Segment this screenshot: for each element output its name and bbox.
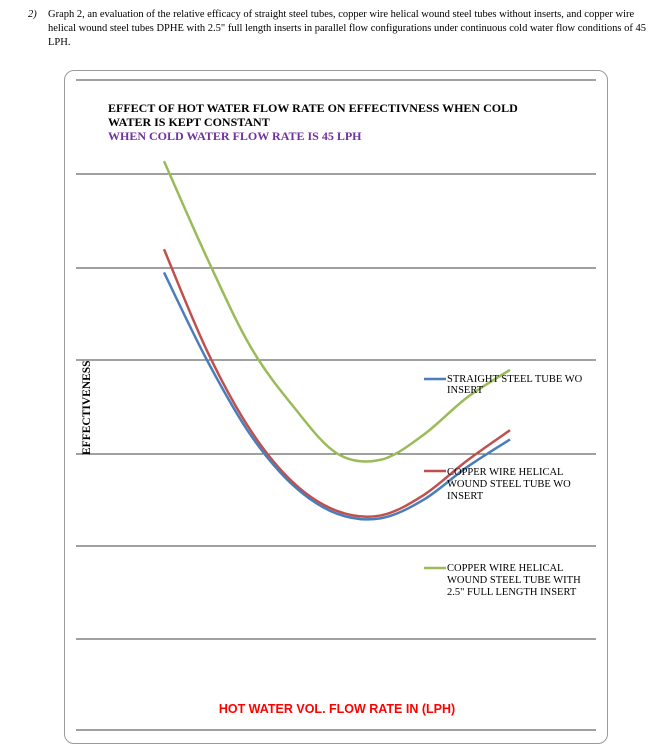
legend: STRAIGHT STEEL TUBE WO INSERT COPPER WIR… [424,374,583,598]
chart-frame [64,70,608,744]
legend-copper-with-line-3: 2.5" FULL LENGTH INSERT [447,587,577,598]
chart-title-line-2: WATER IS KEPT CONSTANT [108,115,270,129]
chart-title-line-1: EFFECT OF HOT WATER FLOW RATE ON EFFECTI… [108,101,518,115]
series-lines [162,160,511,521]
series-straight-steel [162,271,511,521]
legend-copper-with-line-2: WOUND STEEL TUBE WITH [447,575,581,586]
legend-straight-line-2: INSERT [447,385,484,396]
legend-copper-wo-line-1: COPPER WIRE HELICAL [447,467,563,478]
figure-caption: 2) Graph 2, an evaluation of the relativ… [28,8,652,50]
chart-subtitle: WHEN COLD WATER FLOW RATE IS 45 LPH [108,129,362,143]
gridlines [76,79,596,731]
series-copper-with-insert [162,160,511,463]
y-axis-label: EFFECTIVENESS [81,360,93,455]
caption-number: 2) [28,9,37,20]
series-copper-wo-insert [162,248,511,518]
x-axis-label: HOT WATER VOL. FLOW RATE IN (LPH) [219,702,455,716]
legend-copper-with-line-1: COPPER WIRE HELICAL [447,563,563,574]
legend-straight-line-1: STRAIGHT STEEL TUBE WO [447,374,583,385]
caption-text: Graph 2, an evaluation of the relative e… [48,9,647,48]
legend-copper-wo-line-2: WOUND STEEL TUBE WO [447,479,571,490]
legend-copper-wo-line-3: INSERT [447,491,484,502]
